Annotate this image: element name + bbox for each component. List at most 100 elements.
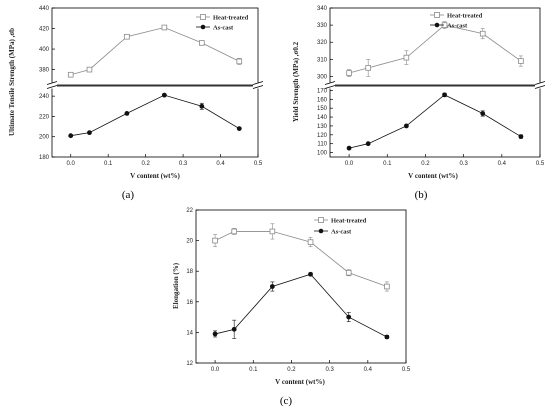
axes-c: 0.0 0.1 0.2 0.3 0.4 0.5 12 14 16 18 20 22 — [186, 208, 411, 373]
y-tick-label-a-lower-0: 180 — [39, 155, 50, 161]
x-tick-label-a-1: 0.1 — [104, 161, 113, 167]
y-tick-label-a-lower-3: 240 — [39, 94, 50, 100]
series-line-b-0 — [348, 24, 522, 74]
x-tick-label-c-2: 0.2 — [287, 367, 296, 373]
data-point-b-0-4 — [479, 30, 486, 37]
axis-break-mark-b-0-bottom — [324, 85, 336, 89]
data-point-b-0-1 — [365, 65, 371, 71]
data-point-a-1-5 — [236, 126, 242, 131]
y-tick-label-b-upper-3: 330 — [317, 23, 328, 29]
axis-break-mask-a-0 — [47, 82, 57, 89]
y-tick-label-a-upper-0: 380 — [39, 68, 50, 74]
data-point-b-1-4 — [480, 111, 486, 116]
data-point-a-0-3 — [161, 24, 168, 31]
y-tick-label-b-upper-0: 300 — [317, 74, 328, 80]
y-axis-label-a: Ultimate Tensile Strength (MPa) ,σb — [8, 28, 16, 136]
data-point-b-1-3 — [442, 92, 447, 98]
series-line-a-1 — [70, 94, 240, 137]
data-point-b-0-2 — [403, 54, 410, 61]
marks-c — [212, 223, 390, 340]
data-point-a-0-1 — [86, 66, 93, 73]
axis-break-mark-b-1-bottom — [534, 85, 546, 89]
data-point-c-1-1 — [231, 326, 237, 332]
data-point-c-0-2 — [269, 228, 276, 235]
y-tick-label-b-upper-2: 320 — [317, 40, 328, 46]
axis-break-mark-a-1-top — [252, 81, 264, 85]
data-point-a-1-3 — [161, 92, 167, 98]
y-tick-label-b-lower-3: 130 — [317, 124, 328, 130]
axes-b: 0.0 0.1 0.2 0.3 0.4 0.5 300 310 320 330 340 100 110 1… — [317, 6, 546, 167]
plot-frame-lower-a — [51, 85, 259, 158]
data-point-a-1-2 — [124, 110, 130, 116]
x-tick-label-c-5: 0.5 — [402, 367, 411, 373]
axis-break-mask-b-1 — [535, 82, 545, 89]
marks-a — [67, 24, 243, 139]
data-point-c-1-2 — [269, 284, 275, 289]
y-tick-label-b-lower-0: 100 — [317, 151, 328, 157]
data-point-c-1-3 — [308, 271, 313, 277]
y-tick-label-c-main-0: 12 — [186, 361, 193, 367]
x-tick-label-c-1: 0.1 — [249, 367, 258, 373]
y-tick-label-c-main-2: 16 — [186, 300, 193, 306]
data-point-b-0-0 — [346, 70, 352, 76]
x-tick-label-a-0: 0.0 — [67, 161, 76, 167]
legend-label-as-cast-a: As-cast — [213, 25, 234, 32]
x-tick-label-b-4: 0.4 — [498, 161, 507, 167]
data-point-a-0-4 — [199, 40, 205, 46]
x-tick-label-a-3: 0.3 — [179, 161, 188, 167]
legend-label-heat-treated-a: Heat-treated — [213, 15, 249, 22]
chart-b: 0.0 0.1 0.2 0.3 0.4 0.5 300 310 320 330 340 100 110 1… — [292, 6, 546, 201]
x-axis-label-a: V content (wt%) — [130, 172, 180, 180]
panel-label-a: (a) — [122, 189, 135, 201]
plot-frame-upper-a — [51, 7, 259, 86]
y-tick-label-b-lower-1: 110 — [317, 142, 327, 148]
data-point-b-1-5 — [518, 134, 524, 139]
axis-break-mark-a-1-bottom — [252, 85, 264, 89]
x-tick-label-b-3: 0.3 — [459, 161, 468, 167]
legend-c: Heat-treated As-cast — [314, 217, 367, 236]
axis-break-mark-a-0-top — [46, 81, 58, 85]
y-tick-label-b-lower-2: 120 — [317, 133, 328, 139]
legend-label-as-cast-c: As-cast — [331, 229, 352, 236]
chart-a: 0.0 0.1 0.2 0.3 0.4 0.5 380 400 420 440 180 200 220 2… — [8, 6, 264, 201]
series-line-c-0 — [214, 231, 388, 287]
x-tick-label-b-1: 0.1 — [383, 161, 392, 167]
panel-label-c: (c) — [280, 395, 293, 407]
data-point-c-1-4 — [346, 314, 352, 320]
data-point-a-0-2 — [124, 33, 130, 40]
data-point-c-0-0 — [212, 237, 218, 244]
y-axis-label-c: Elongation (%) — [172, 262, 180, 309]
panel-label-b: (b) — [415, 189, 428, 201]
data-point-c-1-5 — [384, 334, 390, 340]
data-point-c-1-0 — [212, 331, 218, 337]
y-tick-label-b-lower-6: 160 — [317, 97, 328, 103]
data-point-b-1-1 — [365, 141, 371, 147]
x-axis-label-c: V content (wt%) — [275, 378, 325, 386]
y-tick-label-b-lower-7: 170 — [317, 88, 328, 94]
x-tick-label-c-4: 0.4 — [364, 367, 373, 373]
x-tick-label-b-2: 0.2 — [421, 161, 430, 167]
data-point-a-1-4 — [199, 103, 205, 109]
y-tick-label-c-main-1: 14 — [186, 330, 193, 336]
data-point-a-1-0 — [68, 133, 74, 139]
x-tick-label-a-5: 0.5 — [254, 161, 263, 167]
y-tick-label-a-lower-2: 220 — [39, 114, 50, 120]
y-tick-label-b-lower-5: 150 — [317, 106, 328, 112]
axis-break-mask-a-1 — [253, 82, 263, 89]
marks-b — [346, 21, 524, 151]
x-tick-label-a-2: 0.2 — [141, 161, 150, 167]
plot-frame-c — [195, 209, 407, 364]
series-line-a-0 — [70, 27, 240, 76]
y-axis-label-b: Yield Strength (MPa) ,σ0.2 — [292, 41, 300, 122]
chart-c: 0.0 0.1 0.2 0.3 0.4 0.5 12 14 16 18 20 22 V content… — [172, 208, 411, 407]
plot-frame-upper-b — [329, 7, 541, 86]
x-tick-label-b-5: 0.5 — [536, 161, 545, 167]
x-axis-label-b: V content (wt%) — [408, 172, 458, 180]
y-tick-label-a-upper-1: 400 — [39, 47, 50, 53]
y-tick-label-c-main-5: 22 — [186, 208, 193, 214]
series-line-c-1 — [214, 273, 388, 338]
series-line-b-1 — [349, 94, 522, 149]
legend-label-heat-treated-c: Heat-treated — [331, 218, 367, 225]
y-tick-label-c-main-3: 18 — [186, 269, 193, 275]
y-tick-label-b-upper-4: 340 — [317, 6, 328, 12]
